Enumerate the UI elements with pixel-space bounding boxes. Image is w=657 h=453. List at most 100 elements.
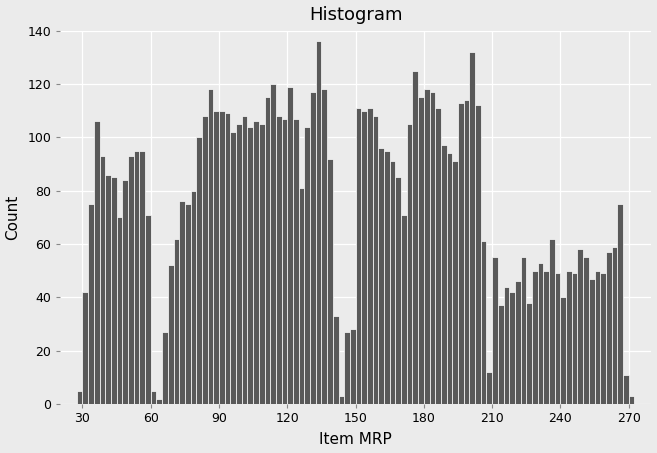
Bar	[498, 305, 503, 404]
Bar	[486, 372, 492, 404]
Bar	[384, 151, 390, 404]
Bar	[139, 151, 145, 404]
Bar	[435, 108, 441, 404]
Bar	[458, 103, 464, 404]
Bar	[88, 204, 94, 404]
Bar	[390, 161, 396, 404]
Bar	[537, 263, 543, 404]
Bar	[259, 124, 265, 404]
Bar	[287, 87, 293, 404]
Bar	[333, 316, 338, 404]
Bar	[361, 111, 367, 404]
Bar	[327, 159, 333, 404]
Bar	[378, 148, 384, 404]
Y-axis label: Count: Count	[5, 195, 20, 240]
Bar	[492, 257, 498, 404]
Bar	[560, 298, 566, 404]
Bar	[532, 271, 537, 404]
Bar	[208, 89, 214, 404]
Bar	[116, 217, 122, 404]
Bar	[424, 89, 430, 404]
Bar	[270, 84, 276, 404]
Bar	[299, 188, 304, 404]
Bar	[276, 116, 282, 404]
Bar	[191, 191, 196, 404]
Bar	[515, 281, 520, 404]
Bar	[338, 396, 344, 404]
Bar	[401, 215, 407, 404]
Bar	[595, 271, 600, 404]
Bar	[282, 119, 287, 404]
Bar	[316, 41, 321, 404]
Bar	[447, 154, 452, 404]
Bar	[566, 271, 572, 404]
Bar	[367, 108, 373, 404]
Bar	[133, 151, 139, 404]
Bar	[219, 111, 225, 404]
Bar	[77, 391, 83, 404]
Bar	[520, 257, 526, 404]
Bar	[100, 156, 105, 404]
Bar	[196, 137, 202, 404]
Bar	[105, 175, 111, 404]
Bar	[321, 89, 327, 404]
Bar	[248, 127, 253, 404]
Bar	[509, 292, 515, 404]
Bar	[173, 239, 179, 404]
Bar	[214, 111, 219, 404]
Bar	[236, 124, 242, 404]
Bar	[128, 156, 133, 404]
Bar	[202, 116, 208, 404]
Bar	[396, 178, 401, 404]
Bar	[185, 204, 191, 404]
Bar	[373, 116, 378, 404]
Bar	[481, 241, 486, 404]
Bar	[418, 97, 424, 404]
Bar	[629, 396, 635, 404]
Bar	[469, 52, 475, 404]
Bar	[150, 391, 156, 404]
Bar	[253, 121, 259, 404]
Bar	[503, 287, 509, 404]
Bar	[543, 271, 549, 404]
Bar	[578, 250, 583, 404]
Bar	[623, 375, 629, 404]
Bar	[441, 145, 447, 404]
Bar	[231, 132, 236, 404]
Bar	[618, 204, 623, 404]
Bar	[304, 127, 310, 404]
Bar	[179, 202, 185, 404]
Bar	[122, 180, 128, 404]
Bar	[225, 113, 231, 404]
Bar	[168, 265, 173, 404]
Title: Histogram: Histogram	[309, 5, 402, 24]
Bar	[310, 92, 316, 404]
Bar	[156, 399, 162, 404]
Bar	[145, 215, 150, 404]
Bar	[83, 292, 88, 404]
Bar	[265, 97, 270, 404]
Bar	[350, 329, 355, 404]
Bar	[344, 332, 350, 404]
Bar	[572, 274, 578, 404]
Bar	[293, 119, 299, 404]
Bar	[413, 71, 418, 404]
Bar	[555, 274, 560, 404]
Bar	[355, 108, 361, 404]
Bar	[549, 239, 555, 404]
Bar	[589, 279, 595, 404]
X-axis label: Item MRP: Item MRP	[319, 433, 392, 448]
Bar	[94, 121, 100, 404]
Bar	[430, 92, 435, 404]
Bar	[612, 247, 618, 404]
Bar	[526, 303, 532, 404]
Bar	[606, 252, 612, 404]
Bar	[452, 161, 458, 404]
Bar	[162, 332, 168, 404]
Bar	[464, 100, 469, 404]
Bar	[600, 274, 606, 404]
Bar	[111, 178, 116, 404]
Bar	[583, 257, 589, 404]
Bar	[475, 106, 481, 404]
Bar	[242, 116, 248, 404]
